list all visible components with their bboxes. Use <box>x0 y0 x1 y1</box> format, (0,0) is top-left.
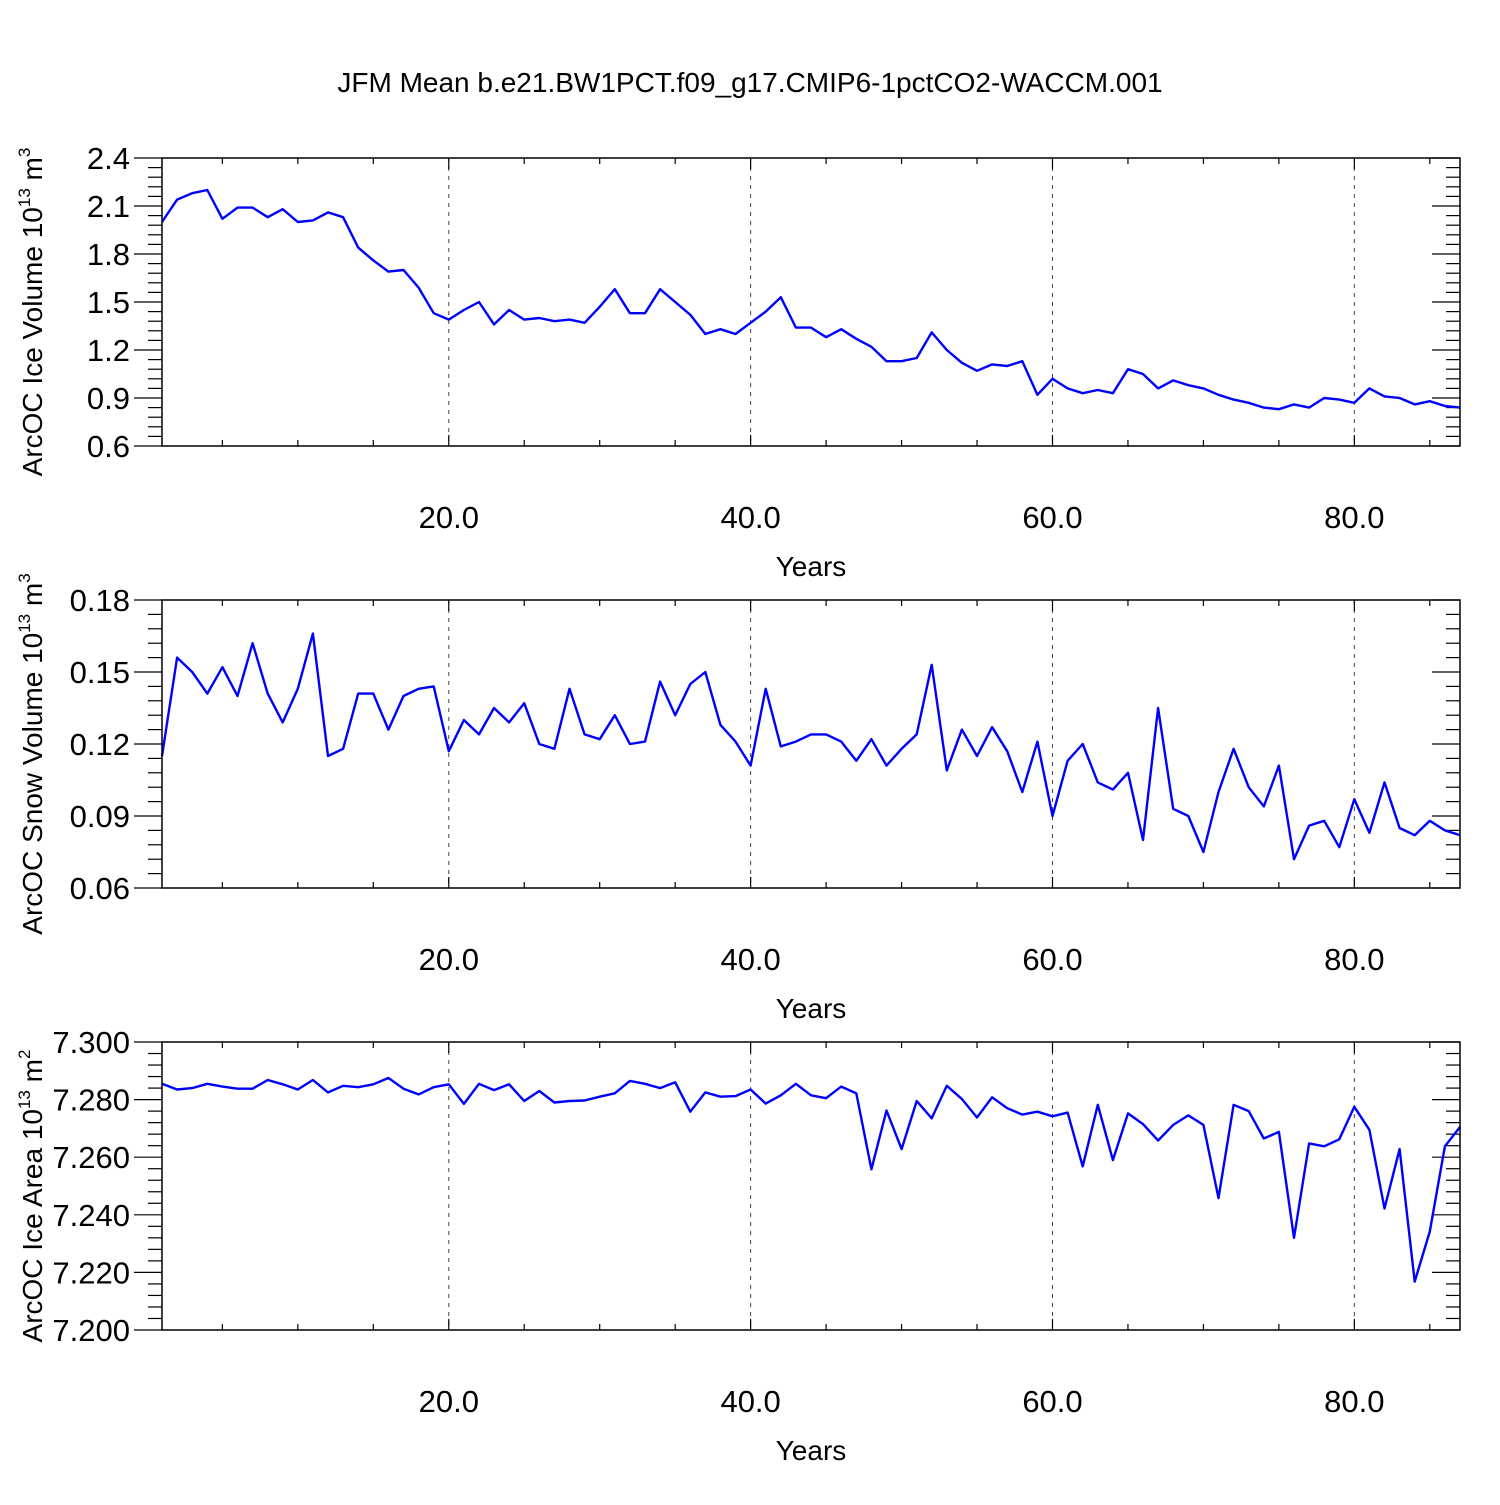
y-axis-label-unit-power: 3 <box>15 148 34 157</box>
y-tick-label: 0.9 <box>87 381 130 416</box>
x-tick-label: 60.0 <box>1022 500 1082 535</box>
y-tick-label: 2.4 <box>87 141 130 176</box>
y-tick-label: 1.8 <box>87 237 130 272</box>
y-tick-label: 1.2 <box>87 333 130 368</box>
y-axis-label-unit: m <box>17 1059 48 1090</box>
x-tick-label: 20.0 <box>419 1384 479 1419</box>
panel-3: 20.0 40.0 60.0 80.0 7.200 7.220 7.240 7.260 7.28… <box>15 1025 1461 1466</box>
y-tick-label: 7.300 <box>52 1025 130 1060</box>
y-axis-label-main: ArcOC Ice Area 10 <box>17 1109 48 1342</box>
x-tick-label: 40.0 <box>720 942 780 977</box>
panel-2: 20.0 40.0 60.0 80.0 0.06 0.09 0.12 0.15 0.18 Year… <box>15 573 1461 1024</box>
plot-frame <box>161 599 1461 889</box>
y-tick-label: 0.18 <box>70 583 130 618</box>
y-axis-label-exponent: 13 <box>15 1090 34 1109</box>
y-tick-label: 7.220 <box>52 1255 130 1290</box>
y-axis-label-exponent: 13 <box>15 188 34 207</box>
series-line <box>160 632 1461 861</box>
y-axis-label-unit-power: 2 <box>15 1050 34 1059</box>
chart-title: JFM Mean b.e21.BW1PCT.f09_g17.CMIP6-1pct… <box>337 67 1162 98</box>
y-axis-label-main: ArcOC Snow Volume 10 <box>17 633 48 935</box>
y-tick-label: 1.5 <box>87 285 130 320</box>
y-axis-label: ArcOC Snow Volume 1013 m3 <box>15 573 48 934</box>
panel-1: 20.0 40.0 60.0 80.0 0.6 0.9 1.2 1.5 1.8 2.1 2.4 Yea… <box>15 141 1461 582</box>
y-axis-label-unit-power: 3 <box>15 573 34 582</box>
x-tick-label: 80.0 <box>1324 942 1384 977</box>
series-line <box>161 188 1461 411</box>
x-axis-label: Years <box>776 993 847 1024</box>
panels: 20.0 40.0 60.0 80.0 0.6 0.9 1.2 1.5 1.8 2.1 2.4 Yea… <box>15 141 1461 1466</box>
y-tick-label: 0.12 <box>70 727 130 762</box>
x-tick-label: 80.0 <box>1324 1384 1384 1419</box>
x-tick-label: 40.0 <box>720 500 780 535</box>
y-tick-label: 7.260 <box>52 1140 130 1175</box>
x-tick-label: 60.0 <box>1022 942 1082 977</box>
y-tick-label: 0.6 <box>87 429 130 464</box>
y-tick-label: 0.15 <box>70 655 130 690</box>
plot-frame <box>161 1041 1461 1331</box>
y-tick-label: 7.240 <box>52 1198 130 1233</box>
y-tick-label: 2.1 <box>87 189 130 224</box>
y-axis-label-main: ArcOC Ice Volume 10 <box>17 207 48 476</box>
y-tick-label: 7.200 <box>52 1313 130 1348</box>
x-tick-label: 20.0 <box>419 942 479 977</box>
x-tick-label: 60.0 <box>1022 1384 1082 1419</box>
y-tick-label: 7.280 <box>52 1083 130 1118</box>
x-tick-label: 80.0 <box>1324 500 1384 535</box>
y-axis-label: ArcOC Ice Area 1013 m2 <box>15 1050 48 1343</box>
y-tick-label: 0.09 <box>70 799 130 834</box>
plot-frame <box>161 157 1461 447</box>
x-axis-label: Years <box>776 551 847 582</box>
y-axis-label: ArcOC Ice Volume 1013 m3 <box>15 148 48 477</box>
y-axis-label-unit: m <box>17 157 48 188</box>
x-tick-label: 20.0 <box>419 500 479 535</box>
x-tick-label: 40.0 <box>720 1384 780 1419</box>
x-axis-label: Years <box>776 1435 847 1466</box>
y-axis-label-exponent: 13 <box>15 614 34 633</box>
series-line <box>161 1076 1461 1283</box>
y-axis-label-unit: m <box>17 583 48 614</box>
y-tick-label: 0.06 <box>70 871 130 906</box>
